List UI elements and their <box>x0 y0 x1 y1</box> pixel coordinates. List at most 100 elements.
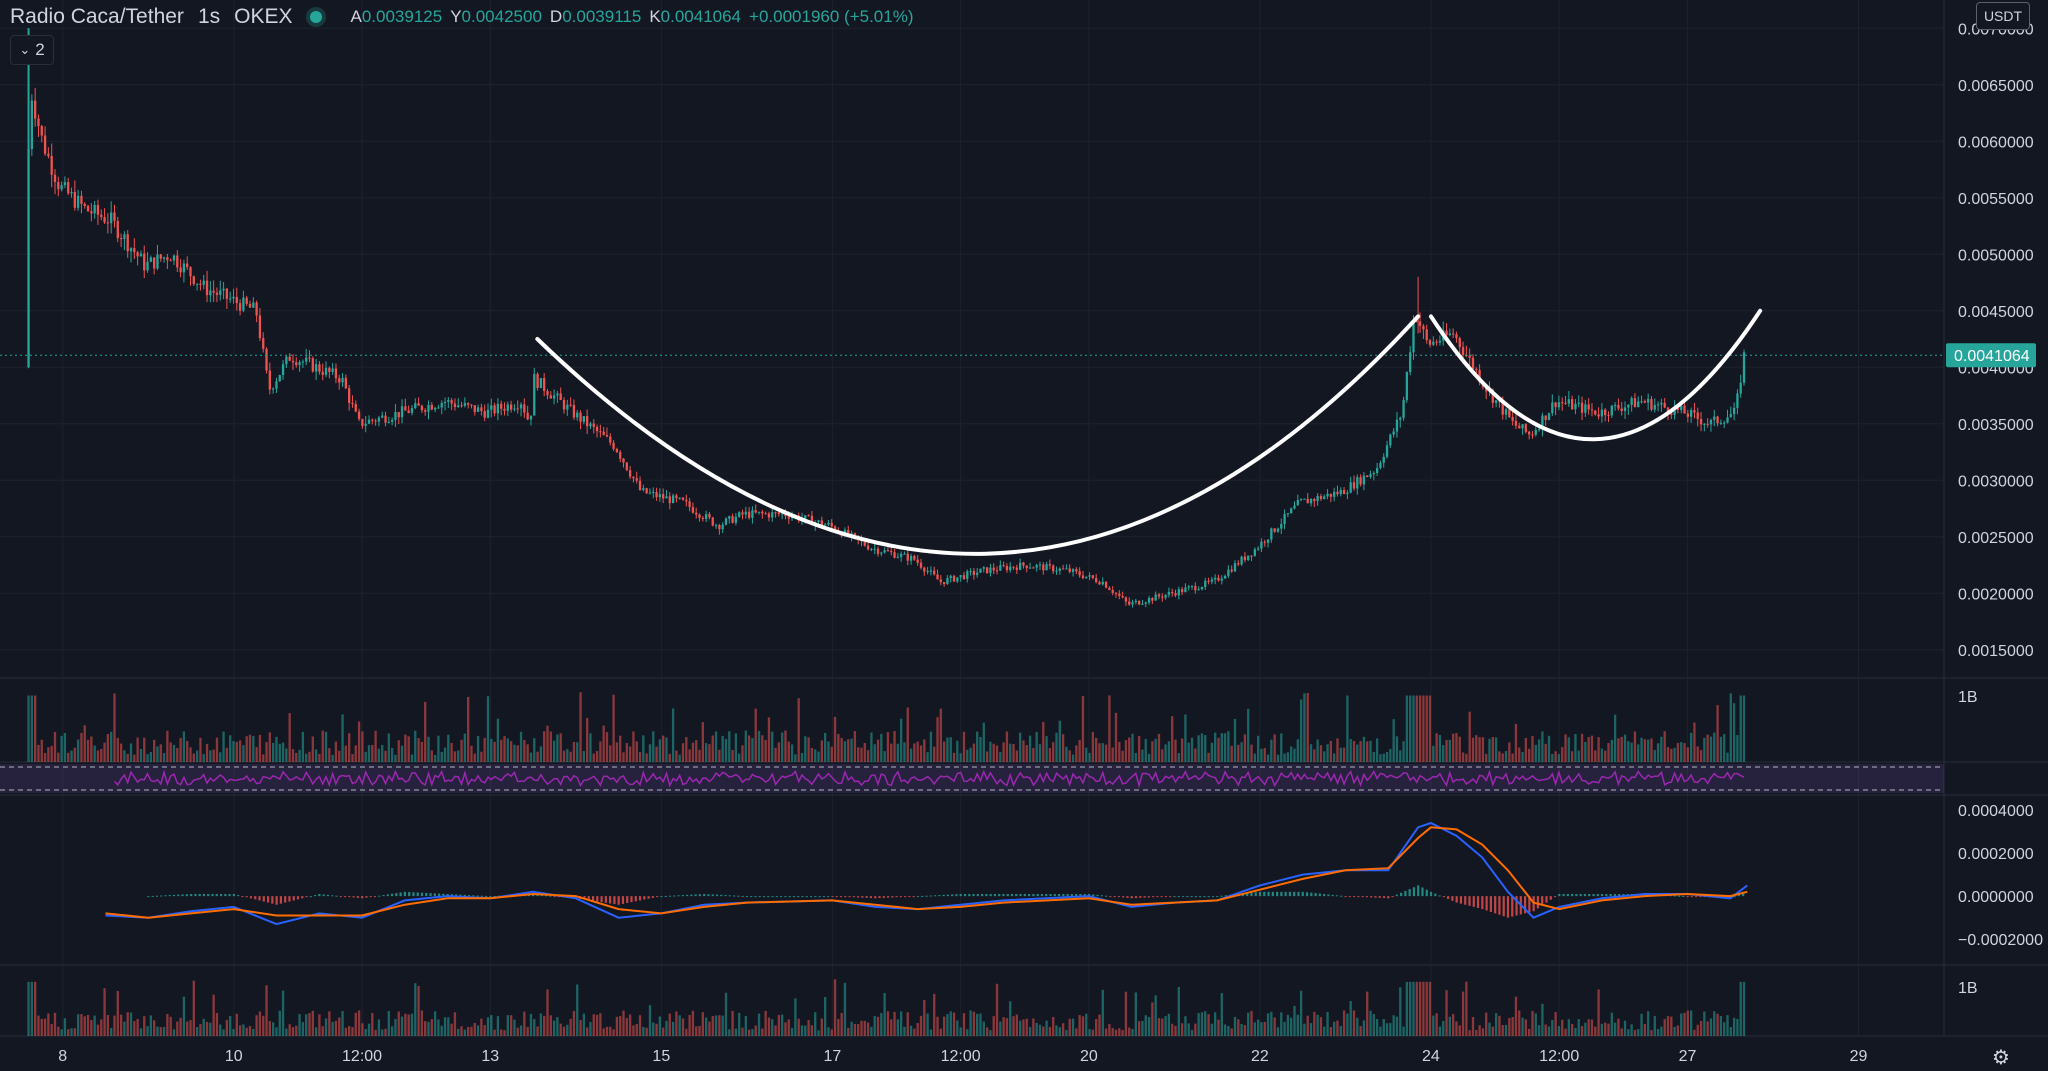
macd-histogram-bar <box>198 893 201 897</box>
macd-histogram-bar <box>459 894 462 897</box>
volume-bar <box>797 698 800 762</box>
candle-body <box>1095 578 1098 583</box>
candle-body <box>817 520 820 523</box>
volume-bar <box>1309 744 1313 762</box>
candle-body <box>810 515 814 526</box>
candle-body <box>969 570 972 572</box>
volume-bar <box>364 1028 367 1036</box>
volume-bar <box>1250 744 1253 762</box>
candle-body <box>1022 562 1025 566</box>
volume-bar <box>579 692 582 762</box>
candle-body <box>1422 325 1425 330</box>
volume-bar <box>1504 1024 1508 1036</box>
candle-body <box>182 263 186 273</box>
volume-bar <box>1233 718 1237 762</box>
volume-bar <box>417 738 420 762</box>
macd-histogram-bar <box>1023 893 1026 897</box>
volume-bar <box>1151 1002 1154 1036</box>
volume-bar <box>1276 1027 1280 1036</box>
volume-bar <box>1673 1026 1676 1036</box>
interval-label[interactable]: 1s <box>197 5 221 28</box>
candle-body <box>278 374 281 382</box>
volume-bar <box>1022 740 1025 762</box>
candle-body <box>549 395 552 399</box>
volume-bar <box>100 1019 103 1036</box>
volume-bar <box>1623 734 1627 762</box>
volume-bar <box>698 749 701 762</box>
volume-bar <box>1200 733 1204 762</box>
volume-bar <box>513 1019 516 1036</box>
volume-bar <box>1197 735 1200 762</box>
candle-body <box>1121 595 1124 598</box>
volume-bar <box>728 731 731 762</box>
volume-bar <box>929 731 933 762</box>
macd-histogram-bar <box>737 895 740 897</box>
volume-bar <box>1458 1025 1461 1036</box>
volume-bar <box>1719 736 1723 762</box>
volume-bar <box>562 750 566 762</box>
candle-body <box>295 362 298 366</box>
macd-histogram-bar <box>271 896 274 904</box>
volume-bar <box>850 1021 853 1036</box>
candle-body <box>1494 400 1498 403</box>
volume-bar <box>305 1014 308 1036</box>
volume-bar <box>625 1018 628 1036</box>
candle-body <box>807 515 810 517</box>
macd-histogram-bar <box>1361 896 1364 898</box>
volume-bar <box>536 751 539 762</box>
candle-body <box>873 548 876 550</box>
gear-icon[interactable]: ⚙ <box>1992 1046 2010 1069</box>
volume-bar <box>57 1026 60 1036</box>
collapse-indicators-button[interactable]: ⌄ 2 <box>10 35 54 65</box>
volume-bar <box>1256 1019 1260 1036</box>
volume-bar <box>1157 733 1161 762</box>
macd-histogram-bar <box>288 896 291 902</box>
candle-body <box>589 423 592 427</box>
volume-bar <box>414 730 417 762</box>
volume-bar <box>394 754 397 762</box>
volume-bar <box>658 739 662 762</box>
candle-body <box>186 263 189 268</box>
macd-histogram-bar <box>532 893 535 897</box>
volume-bar <box>1104 744 1108 762</box>
candle-body <box>1028 567 1032 569</box>
macd-histogram-bar <box>711 894 714 897</box>
volume-bar <box>212 749 215 762</box>
volume-bar <box>572 741 576 762</box>
macd-histogram-bar <box>694 894 697 897</box>
price-change: +0.0001960 (+5.01%) <box>749 7 914 26</box>
volume-bar <box>632 1025 635 1036</box>
volume-bar <box>952 1012 956 1036</box>
volume-bar <box>1012 1016 1015 1036</box>
volume-bar <box>704 743 708 762</box>
candle-body <box>1524 424 1528 432</box>
candle-body <box>1171 591 1174 594</box>
volume-bar <box>30 981 34 1036</box>
volume-bar <box>1643 739 1647 762</box>
volume-bar <box>767 1017 771 1036</box>
candle-body <box>1567 399 1570 404</box>
macd-histogram-bar <box>1036 893 1039 897</box>
volume-bar <box>486 1017 490 1036</box>
candle-body <box>73 191 76 208</box>
volume-bar <box>291 749 295 762</box>
volume-bar <box>1339 747 1342 762</box>
macd-histogram-bar <box>1340 895 1343 897</box>
volume-bar <box>840 1012 843 1036</box>
symbol-name[interactable]: Radio Caca/Tether <box>10 5 184 28</box>
volume-bar <box>1174 1025 1177 1036</box>
volume-bar <box>1286 1014 1290 1036</box>
volume-bar <box>519 1025 523 1036</box>
currency-label[interactable]: USDT <box>1976 2 2030 30</box>
time-tick-label: 24 <box>1422 1048 1440 1065</box>
volume-bar <box>119 1014 123 1036</box>
candle-body <box>1613 404 1617 406</box>
volume-bar <box>1167 741 1171 762</box>
volume-bar <box>1052 1017 1055 1036</box>
candle-body <box>714 525 718 527</box>
candle-body <box>681 497 685 500</box>
volume-bar <box>909 1025 913 1036</box>
candle-body <box>1491 389 1494 403</box>
volume-bar <box>271 1022 275 1036</box>
